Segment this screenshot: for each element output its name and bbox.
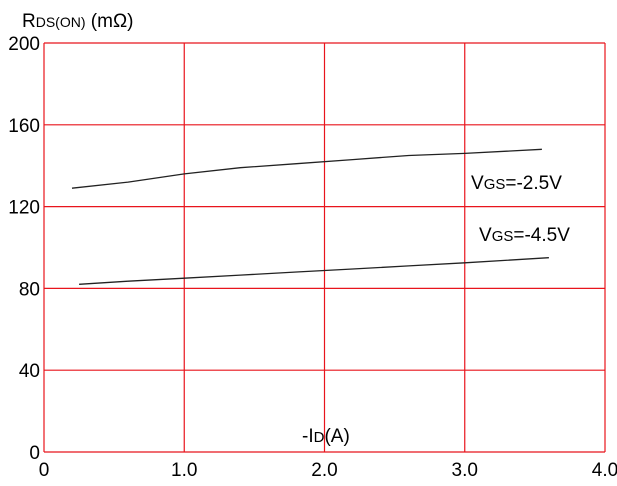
y-axis-title: RDS(ON) (mΩ)	[22, 11, 133, 32]
x-tick-label: 3.0	[452, 460, 478, 481]
x-tick-label: 2.0	[311, 460, 337, 481]
y-tick-label: 80	[19, 279, 40, 300]
series-line-1	[79, 258, 549, 285]
x-tick-labels: 0 1.0 2.0 3.0 4.0	[39, 460, 617, 481]
x-tick-label: 0	[39, 460, 50, 481]
series-label-vgs-4.5v: VGS=-4.5V	[479, 225, 570, 246]
y-tick-label: 120	[8, 198, 40, 219]
x-tick-label: 4.0	[592, 460, 617, 481]
grid	[44, 43, 605, 452]
x-tick-label: 1.0	[171, 460, 197, 481]
y-tick-label: 40	[19, 361, 40, 382]
series-label-vgs-2.5v: VGS=-2.5V	[471, 173, 562, 194]
series-lines	[72, 149, 549, 284]
x-axis-title: -ID(A)	[302, 426, 350, 447]
y-tick-label: 160	[8, 116, 40, 137]
y-tick-label: 200	[8, 34, 40, 55]
